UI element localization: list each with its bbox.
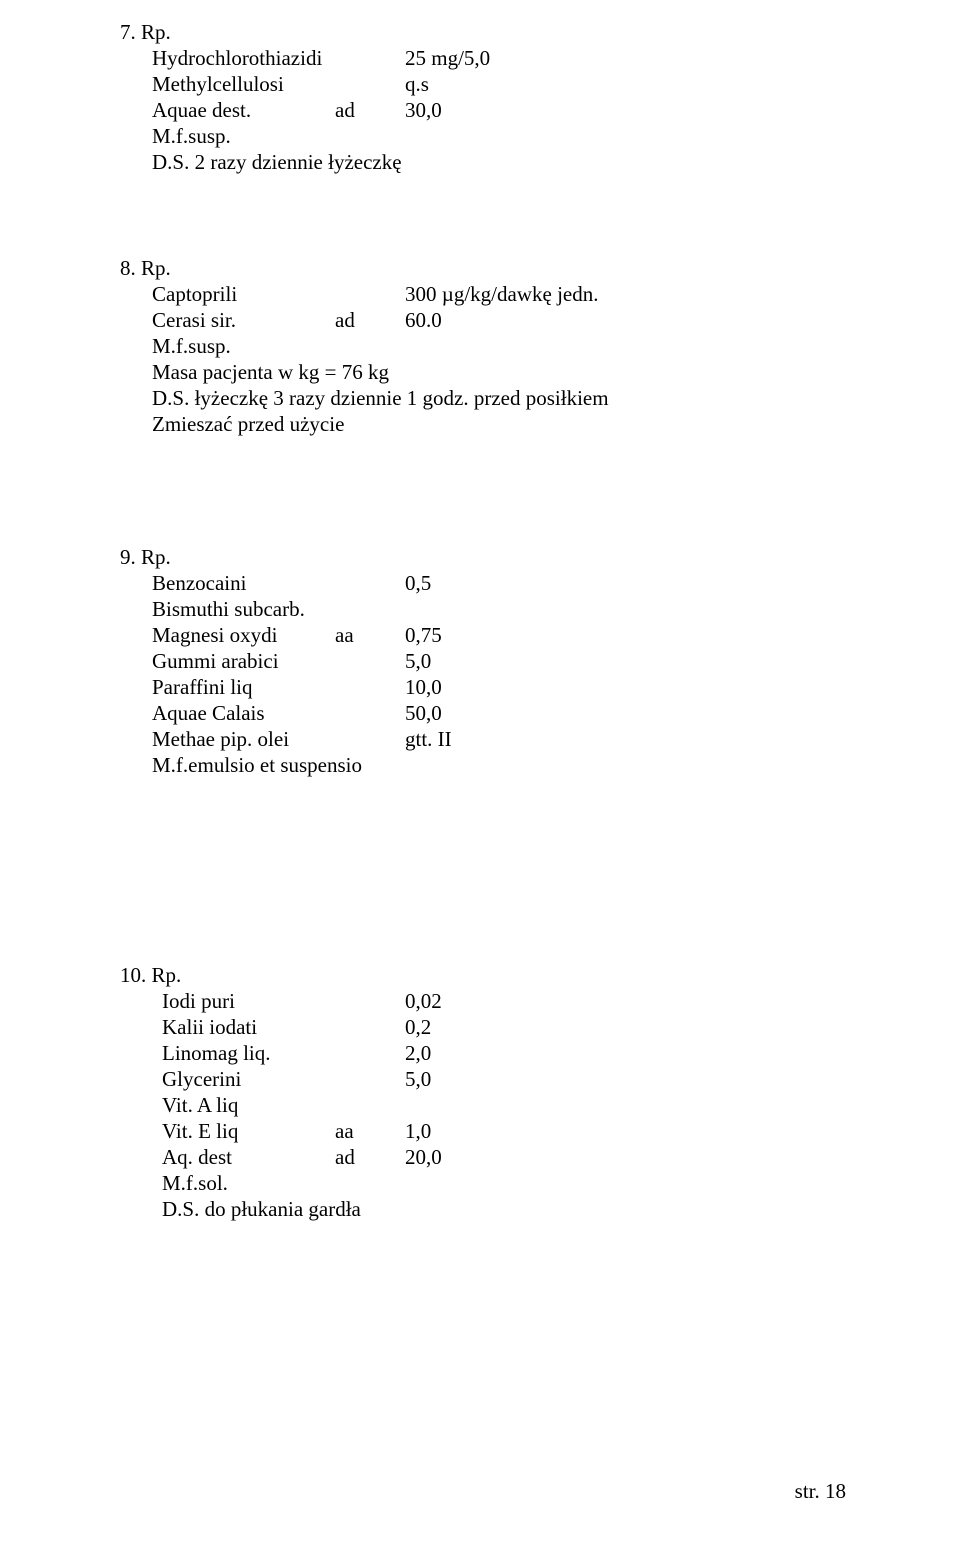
rx-row-val: 20,0 xyxy=(405,1145,442,1170)
rx-row-val: 1,0 xyxy=(405,1119,431,1144)
rx-number: 9. Rp. xyxy=(120,545,171,570)
rx-row: Aq. dest xyxy=(162,1145,232,1170)
rx-row: Glycerini xyxy=(162,1067,241,1092)
rx-row: M.f.sol. xyxy=(162,1171,228,1196)
rx-row-val: 0,02 xyxy=(405,989,442,1014)
rx-row: Vit. A liq xyxy=(162,1093,238,1118)
rx-row-val: 50,0 xyxy=(405,701,442,726)
rx-row: Gummi arabici xyxy=(152,649,279,674)
rx-row-val: 60.0 xyxy=(405,308,442,333)
rx-row: M.f.emulsio et suspensio xyxy=(152,753,362,778)
rx-row: Paraffini liq xyxy=(152,675,253,700)
rx-row: M.f.susp. xyxy=(152,334,231,359)
rx-row: Zmieszać przed użycie xyxy=(152,412,344,437)
rx-row-val: gtt. II xyxy=(405,727,452,752)
rx-row-val: 300 µg/kg/dawkę jedn. xyxy=(405,282,598,307)
rx-row: Iodi puri xyxy=(162,989,235,1014)
rx-row: Captoprili xyxy=(152,282,237,307)
rx-row: D.S. do płukania gardła xyxy=(162,1197,361,1222)
rx-row-val: 25 mg/5,0 xyxy=(405,46,490,71)
rx-row-mid: ad xyxy=(335,308,355,333)
rx-row-mid: aa xyxy=(335,623,354,648)
rx-row-mid: ad xyxy=(335,98,355,123)
rx-row-val: q.s xyxy=(405,72,429,97)
rx-row: Aquae dest. xyxy=(152,98,251,123)
rx-row-val: 0,75 xyxy=(405,623,442,648)
rx-row-val: 2,0 xyxy=(405,1041,431,1066)
rx-number: 10. Rp. xyxy=(120,963,181,988)
rx-row: Cerasi sir. xyxy=(152,308,236,333)
rx-row: Aquae Calais xyxy=(152,701,265,726)
rx-row-val: 0,2 xyxy=(405,1015,431,1040)
rx-row: Kalii iodati xyxy=(162,1015,257,1040)
rx-row-mid: aa xyxy=(335,1119,354,1144)
rx-row: Linomag liq. xyxy=(162,1041,271,1066)
rx-row: Masa pacjenta w kg = 76 kg xyxy=(152,360,389,385)
rx-row: D.S. 2 razy dziennie łyżeczkę xyxy=(152,150,402,175)
rx-row-val: 5,0 xyxy=(405,649,431,674)
rx-row: Magnesi oxydi xyxy=(152,623,277,648)
page: 7. Rp. Hydrochlorothiazidi 25 mg/5,0 Met… xyxy=(0,0,960,1552)
rx-row-val: 5,0 xyxy=(405,1067,431,1092)
rx-row-val: 10,0 xyxy=(405,675,442,700)
rx-number: 7. Rp. xyxy=(120,20,171,45)
rx-row: Bismuthi subcarb. xyxy=(152,597,305,622)
rx-row: M.f.susp. xyxy=(152,124,231,149)
rx-row: Methae pip. olei xyxy=(152,727,289,752)
rx-row-val: 30,0 xyxy=(405,98,442,123)
rx-row: D.S. łyżeczkę 3 razy dziennie 1 godz. pr… xyxy=(152,386,609,411)
rx-number: 8. Rp. xyxy=(120,256,171,281)
rx-row: Hydrochlorothiazidi xyxy=(152,46,322,71)
rx-row: Vit. E liq xyxy=(162,1119,238,1144)
rx-row: Benzocaini xyxy=(152,571,246,596)
page-footer: str. 18 xyxy=(795,1479,846,1504)
rx-row-mid: ad xyxy=(335,1145,355,1170)
rx-row-val: 0,5 xyxy=(405,571,431,596)
rx-row: Methylcellulosi xyxy=(152,72,284,97)
